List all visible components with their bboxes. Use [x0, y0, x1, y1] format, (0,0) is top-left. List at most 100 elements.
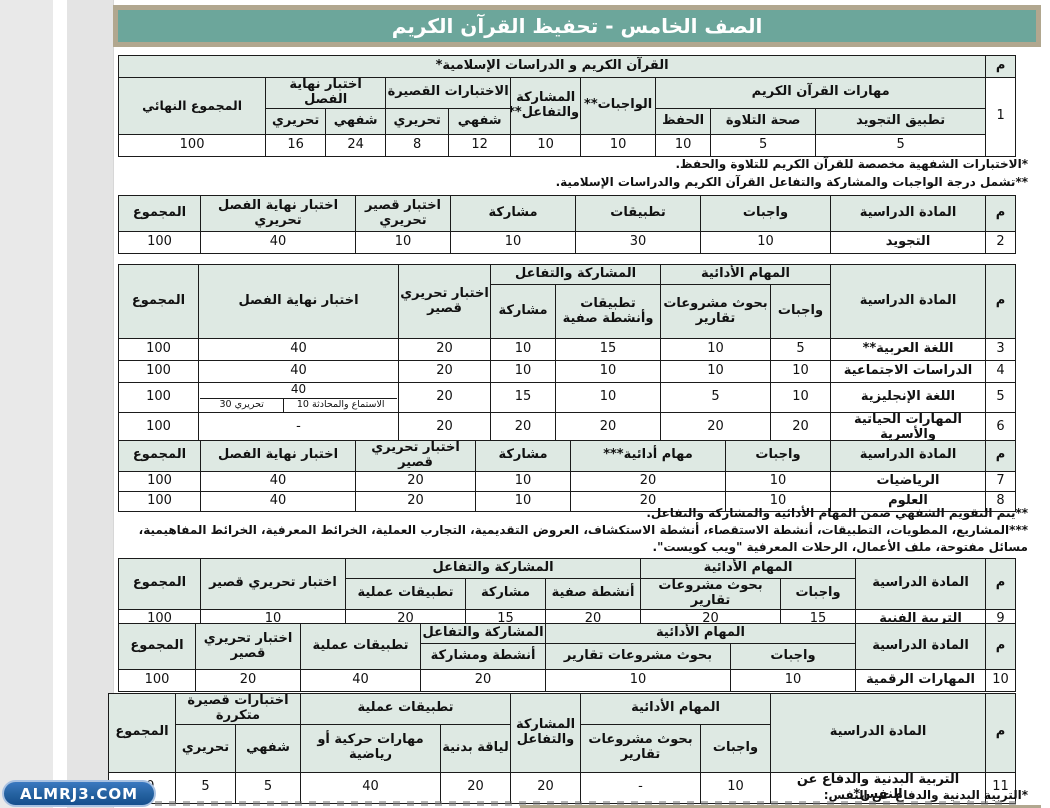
- subject-cell: المهارات الحياتية والأسرية: [830, 412, 986, 444]
- next-banner-sliver: [520, 805, 1041, 808]
- table-quran-islamic-studies: م القرآن الكريم و الدراسات الإسلامية* 1 …: [117, 55, 1017, 157]
- col-header-cell: تطبيق التجويد: [815, 107, 987, 135]
- group-header-cell: المهام الأدائية: [580, 693, 772, 725]
- col-header-cell: المادة الدراسية: [855, 558, 987, 610]
- subject-cell: العلوم: [830, 490, 986, 512]
- value-cell: 5: [235, 771, 301, 804]
- footnote: **تشمل درجة الواجبات والمشاركة والتفاعل …: [555, 175, 1028, 189]
- col-header-cell: أنشطة ومشاركة: [420, 643, 546, 670]
- table-core-subjects: م المادة الدراسية المهام الأدائية المشار…: [118, 264, 1016, 444]
- value-cell: 20: [510, 771, 582, 804]
- col-header-cell: اختبار نهاية الفصل تحريري: [200, 195, 356, 232]
- subject-cell: الدراسات الاجتماعية: [830, 360, 986, 383]
- watermark-badge: ALMRJ3.COM: [2, 780, 156, 807]
- col-header-cell: المجموع: [118, 195, 201, 232]
- value-cell: 40: [299, 771, 442, 804]
- value-cell: 100: [118, 412, 199, 444]
- value-cell: 10: [725, 490, 831, 512]
- col-header-cell: مشاركة: [450, 195, 576, 232]
- value-cell: 20: [555, 412, 661, 444]
- value-cell: 20: [770, 412, 831, 444]
- value-cell: 20: [398, 412, 491, 444]
- group-header-cell: المشاركة والتفاعل: [490, 264, 661, 285]
- mim-header-cell: م: [985, 55, 1017, 78]
- value-cell: 10: [545, 669, 731, 692]
- group-header-cell: المشاركة والتفاعل: [344, 558, 642, 579]
- value-cell: 10: [770, 382, 831, 413]
- value-cell: 20: [355, 490, 476, 512]
- value-cell: 20: [440, 771, 512, 804]
- value-cell: 20: [490, 412, 556, 444]
- value-cell: 5: [660, 382, 771, 413]
- value-cell: 30: [575, 231, 701, 254]
- value-cell: 10: [700, 231, 831, 254]
- value-cell: 10: [700, 771, 772, 804]
- table-digital-skills: م المادة الدراسية المهام الأدائية المشار…: [118, 623, 1016, 692]
- col-header-cell: المادة الدراسية: [830, 195, 986, 232]
- col-header-cell: شفهي: [325, 107, 387, 135]
- value-cell: 16: [265, 133, 327, 157]
- col-header-cell: تطبيقات عملية: [344, 578, 467, 610]
- left-margin-gap: [53, 0, 67, 808]
- col-header-cell: تحريري: [175, 723, 236, 773]
- col-header-cell: اختبار تحريري قصير: [355, 440, 476, 472]
- group-header-cell: اختبار نهاية الفصل: [265, 77, 387, 109]
- value-cell: 10: [510, 133, 582, 157]
- left-margin-strip: [0, 0, 53, 808]
- value-cell: 100: [118, 360, 199, 383]
- value-cell: 5: [710, 133, 817, 157]
- row-number-cell: 1: [985, 77, 1017, 157]
- col-header-cell: بحوث مشروعات تقارير: [545, 643, 731, 670]
- value-cell: 100: [118, 470, 201, 492]
- col-header-cell: صحة التلاوة: [710, 107, 817, 135]
- value-cell: 100: [118, 382, 199, 413]
- group-header-cell: الواجبات**: [580, 77, 657, 135]
- col-header-cell: شفهي: [235, 723, 301, 773]
- value-cell: 15: [555, 338, 661, 361]
- value-cell: 10: [490, 338, 556, 361]
- group-header-cell: الاختبارات القصيرة: [385, 77, 512, 109]
- value-cell: تحريري 30: [219, 398, 264, 410]
- footnote: *الاختبارات الشفهية مخصصة للقرآن الكريم …: [675, 157, 1028, 171]
- row-number-cell: 4: [985, 360, 1016, 383]
- group-header-cell: تطبيقات عملية: [299, 693, 512, 725]
- col-header-cell: تطبيقات وأنشطة صفية: [555, 284, 661, 339]
- row-number-cell: 2: [985, 231, 1016, 254]
- col-header-cell: أنشطة صفية: [545, 578, 642, 610]
- value-cell: 10: [770, 360, 831, 383]
- row-number-cell: 5: [985, 382, 1016, 413]
- value-cell: -: [580, 771, 702, 804]
- value-cell: 8: [385, 133, 450, 157]
- subject-cell: التجويد: [830, 231, 986, 254]
- col-header-cell: تطبيقات عملية: [300, 623, 421, 670]
- col-header-cell: مشاركة: [475, 440, 571, 472]
- col-header-cell: واجبات: [770, 284, 831, 339]
- col-header-cell: مهام أدائية***: [570, 440, 726, 472]
- value-cell: 40: [198, 338, 399, 361]
- group-header-cell: المهام الأدائية: [660, 264, 831, 285]
- value-cell: 5: [770, 338, 831, 361]
- page-title-banner: الصف الخامس - تحفيظ القرآن الكريم: [113, 5, 1041, 47]
- value-cell: 40: [200, 470, 356, 492]
- col-header-cell: واجبات: [730, 643, 856, 670]
- col-header-cell: المجموع: [118, 264, 199, 339]
- subject-cell: اللغة العربية**: [830, 338, 986, 361]
- col-header-cell: تحريري: [265, 107, 327, 135]
- col-header-cell: واجبات: [700, 195, 831, 232]
- col-header-cell: اختبار تحريري قصير: [200, 558, 346, 610]
- value-cell: 10: [490, 360, 556, 383]
- value-cell: 10: [355, 231, 451, 254]
- value-cell: الاستماع والمحادثة 10: [283, 398, 397, 412]
- value-cell: 10: [555, 382, 661, 413]
- value-cell: 5: [175, 771, 236, 804]
- col-header-cell: المجموع: [108, 693, 176, 773]
- page-edge-strip: [67, 0, 114, 808]
- value-cell: 24: [325, 133, 387, 157]
- col-header-cell: المشاركة والتفاعل: [510, 693, 582, 773]
- table-title-cell: القرآن الكريم و الدراسات الإسلامية*: [117, 55, 987, 78]
- watermark-text: ALMRJ3.COM: [19, 784, 139, 803]
- row-number-cell: 6: [985, 412, 1016, 444]
- group-header-cell: المهام الأدائية: [545, 623, 856, 644]
- value-cell: 20: [195, 669, 301, 692]
